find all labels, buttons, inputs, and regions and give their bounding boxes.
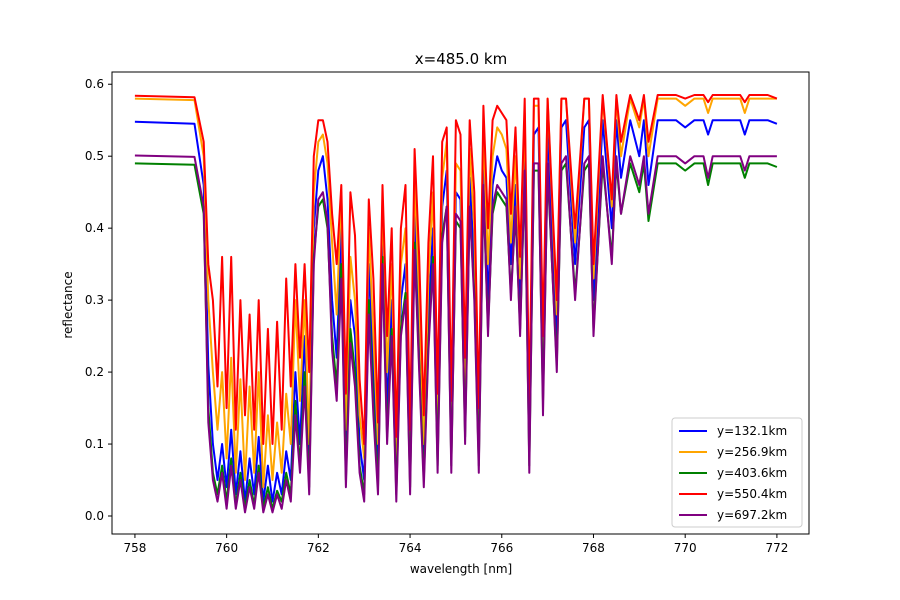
y-tick-label: 0.3 bbox=[85, 293, 104, 307]
legend-label-2: y=256.9km bbox=[717, 445, 787, 459]
y-tick-label: 0.4 bbox=[85, 221, 104, 235]
x-tick-label: 768 bbox=[582, 541, 605, 555]
x-tick-label: 772 bbox=[765, 541, 788, 555]
y-tick-label: 0.5 bbox=[85, 149, 104, 163]
series-line-5 bbox=[134, 154, 777, 514]
x-tick-label: 764 bbox=[399, 541, 422, 555]
x-axis-label: wavelength [nm] bbox=[410, 562, 512, 576]
x-tick-label: 762 bbox=[307, 541, 330, 555]
legend-label-1: y=132.1km bbox=[717, 424, 787, 438]
plot-area: 758 760 762 764 766 768 770 772 0.0 0.1 0.2 0.3 0.4… bbox=[85, 71, 810, 555]
x-tick-label: 760 bbox=[215, 541, 238, 555]
y-tick-label: 0.0 bbox=[85, 509, 104, 523]
legend-label-4: y=550.4km bbox=[717, 487, 787, 501]
series-line-4 bbox=[134, 94, 778, 445]
y-tick-label: 0.1 bbox=[85, 437, 104, 451]
legend-box bbox=[671, 417, 803, 528]
y-tick-label: 0.6 bbox=[85, 77, 104, 91]
y-axis-label: reflectance bbox=[61, 271, 75, 338]
legend-label-3: y=403.6km bbox=[717, 466, 787, 480]
x-tick-label: 758 bbox=[123, 541, 146, 555]
legend: y=132.1km y=256.9km y=403.6km y=550.4km y=69… bbox=[671, 417, 803, 528]
legend-label-5: y=697.2km bbox=[717, 508, 787, 522]
series-layer bbox=[134, 94, 778, 514]
y-tick-label: 0.2 bbox=[85, 365, 104, 379]
chart-title: x=485.0 km bbox=[415, 50, 507, 68]
axes-frame bbox=[111, 71, 810, 535]
x-tick-label: 766 bbox=[490, 541, 513, 555]
x-tick-label: 770 bbox=[674, 541, 697, 555]
x-axis: 758 760 762 764 766 768 770 772 bbox=[123, 534, 788, 555]
y-axis: 0.0 0.1 0.2 0.3 0.4 0.5 0.6 bbox=[85, 77, 112, 523]
